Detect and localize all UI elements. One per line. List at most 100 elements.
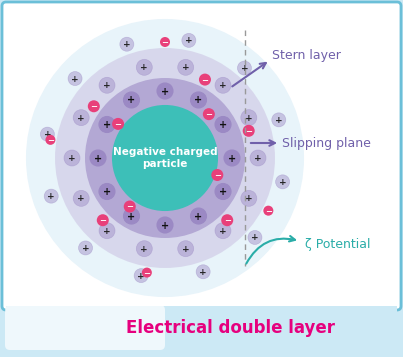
Text: +: + (254, 154, 262, 163)
Text: +: + (44, 130, 51, 139)
Text: +: + (279, 178, 287, 187)
Text: +: + (161, 86, 169, 96)
Text: +: + (194, 95, 203, 105)
Text: +: + (137, 272, 145, 281)
Text: +: + (82, 244, 89, 253)
Circle shape (136, 241, 152, 257)
Circle shape (215, 183, 231, 200)
Text: −: − (114, 120, 122, 129)
Text: +: + (68, 154, 76, 163)
Text: +: + (77, 194, 85, 203)
Circle shape (112, 118, 124, 130)
Text: +: + (185, 36, 193, 45)
Text: +: + (182, 245, 189, 254)
Circle shape (199, 74, 211, 86)
Circle shape (211, 169, 223, 181)
Text: +: + (219, 120, 227, 130)
Text: +: + (71, 75, 79, 84)
Circle shape (248, 231, 262, 245)
Circle shape (113, 106, 217, 210)
Text: −: − (265, 207, 272, 216)
Circle shape (243, 125, 255, 137)
Text: +: + (245, 194, 253, 203)
Text: +: + (103, 81, 111, 90)
Circle shape (196, 265, 210, 279)
Text: +: + (48, 192, 55, 201)
Circle shape (272, 113, 286, 127)
Circle shape (221, 214, 233, 226)
Circle shape (99, 116, 115, 132)
Text: +: + (94, 154, 102, 164)
Circle shape (120, 37, 134, 51)
Text: Negative charged
particle: Negative charged particle (113, 147, 217, 169)
Circle shape (134, 268, 148, 283)
Circle shape (97, 214, 109, 226)
Text: −: − (224, 216, 231, 225)
Circle shape (124, 201, 136, 212)
FancyArrowPatch shape (246, 236, 295, 263)
FancyBboxPatch shape (2, 2, 401, 310)
Text: −: − (143, 268, 150, 278)
Circle shape (99, 77, 115, 93)
Circle shape (215, 116, 231, 132)
Text: +: + (219, 187, 227, 197)
Text: Stern layer: Stern layer (272, 49, 341, 61)
Circle shape (142, 268, 152, 278)
FancyArrowPatch shape (251, 140, 275, 146)
Circle shape (182, 34, 196, 47)
Text: −: − (214, 171, 221, 180)
Circle shape (241, 110, 257, 126)
Circle shape (157, 217, 173, 233)
Text: +: + (199, 268, 207, 277)
Text: −: − (99, 216, 106, 225)
Circle shape (263, 206, 273, 216)
Text: +: + (103, 187, 111, 197)
Text: +: + (228, 154, 236, 164)
Circle shape (88, 100, 100, 112)
Text: −: − (206, 110, 212, 119)
Text: +: + (219, 81, 227, 90)
Text: −: − (162, 38, 168, 47)
Circle shape (237, 61, 251, 75)
Circle shape (85, 78, 245, 238)
Circle shape (55, 48, 275, 268)
Text: +: + (251, 233, 259, 242)
FancyBboxPatch shape (6, 306, 397, 351)
Text: +: + (194, 212, 203, 222)
Circle shape (191, 92, 206, 108)
Circle shape (123, 208, 139, 224)
Circle shape (99, 183, 115, 200)
Text: +: + (141, 245, 148, 254)
Circle shape (123, 92, 139, 108)
Text: +: + (77, 114, 85, 123)
Text: Electrical double layer: Electrical double layer (125, 319, 334, 337)
Circle shape (157, 83, 173, 99)
Text: +: + (245, 114, 253, 123)
Text: +: + (123, 40, 131, 49)
Text: +: + (127, 212, 135, 222)
Text: −: − (202, 76, 208, 85)
Circle shape (178, 241, 194, 257)
Text: −: − (47, 136, 54, 145)
Circle shape (160, 37, 170, 47)
Text: −: − (90, 102, 97, 111)
Circle shape (64, 150, 80, 166)
Circle shape (203, 108, 215, 120)
Circle shape (44, 189, 58, 203)
Circle shape (90, 150, 106, 166)
Circle shape (27, 20, 303, 296)
Text: +: + (161, 221, 169, 231)
Circle shape (191, 208, 206, 224)
Text: +: + (182, 63, 189, 72)
Circle shape (46, 135, 56, 145)
Text: −: − (245, 127, 252, 136)
Circle shape (99, 223, 115, 239)
Circle shape (215, 77, 231, 93)
Text: ζ Potential: ζ Potential (305, 237, 370, 251)
Circle shape (250, 150, 266, 166)
Circle shape (178, 59, 194, 75)
Circle shape (215, 223, 231, 239)
Circle shape (276, 175, 290, 189)
Circle shape (241, 190, 257, 206)
Circle shape (40, 127, 54, 141)
